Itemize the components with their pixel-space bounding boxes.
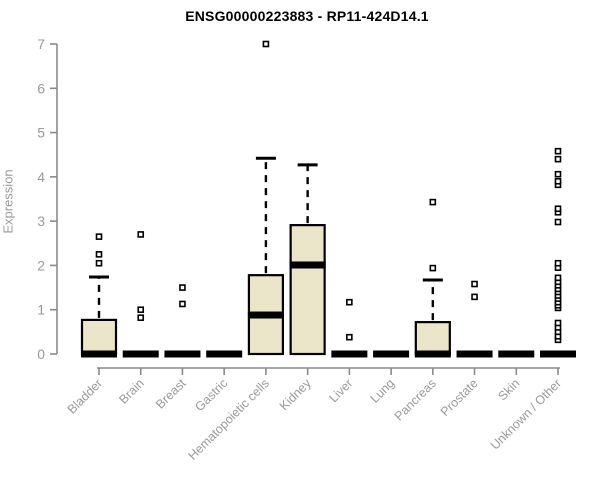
outlier-point bbox=[137, 231, 145, 238]
y-tick-label: 2 bbox=[37, 257, 45, 273]
median-line bbox=[81, 350, 117, 358]
box bbox=[289, 224, 326, 356]
outlier-point bbox=[429, 264, 437, 272]
outlier-point bbox=[554, 177, 562, 185]
outlier-point bbox=[137, 306, 145, 314]
outlier-point bbox=[554, 170, 562, 178]
x-tick-label: Pancreas bbox=[392, 376, 439, 423]
y-tick-label: 1 bbox=[37, 302, 45, 318]
x-tick-label: Brain bbox=[116, 376, 147, 407]
median-line bbox=[456, 350, 493, 358]
outlier-point bbox=[429, 198, 437, 206]
outlier-point bbox=[346, 333, 353, 341]
y-tick-label: 4 bbox=[37, 169, 45, 185]
y-tick-label: 5 bbox=[37, 125, 45, 141]
median-line bbox=[247, 311, 284, 319]
median-line bbox=[498, 350, 535, 358]
outlier-point bbox=[346, 298, 353, 306]
median-line bbox=[122, 350, 159, 358]
x-tick-label: Hematopoietic cells bbox=[185, 376, 272, 463]
outlier-point bbox=[554, 218, 562, 226]
outlier-point bbox=[554, 155, 562, 163]
outlier-point bbox=[179, 300, 186, 308]
median-line bbox=[414, 350, 451, 358]
outlier-point bbox=[554, 274, 562, 282]
y-axis-label: Expression bbox=[0, 169, 16, 234]
outlier-point bbox=[95, 259, 103, 267]
outlier-point bbox=[95, 251, 103, 258]
x-tick-label: Lung bbox=[368, 376, 398, 406]
median-line bbox=[164, 350, 201, 358]
outlier-point bbox=[471, 293, 478, 301]
y-tick-label: 6 bbox=[37, 80, 45, 96]
y-tick-label: 7 bbox=[37, 36, 45, 52]
chart-title: ENSG00000223883 - RP11-424D14.1 bbox=[185, 8, 429, 24]
x-tick-label: Liver bbox=[326, 376, 355, 405]
median-line bbox=[289, 261, 326, 269]
x-tick-label: Breast bbox=[153, 376, 189, 412]
outlier-point bbox=[554, 319, 562, 327]
outlier-point bbox=[262, 40, 270, 48]
x-tick-label: Skin bbox=[495, 376, 522, 403]
outlier-point bbox=[471, 280, 478, 288]
y-tick-label: 3 bbox=[37, 213, 45, 229]
outlier-point bbox=[179, 284, 186, 291]
x-tick-label: Kidney bbox=[277, 376, 314, 413]
x-tick-label: Gastric bbox=[192, 376, 230, 414]
box bbox=[80, 318, 118, 356]
x-tick-label: Prostate bbox=[438, 376, 481, 419]
median-line bbox=[540, 350, 576, 358]
median-line bbox=[331, 350, 368, 358]
median-line bbox=[206, 350, 243, 358]
box bbox=[414, 321, 451, 356]
median-line bbox=[373, 350, 410, 358]
outlier-point bbox=[554, 259, 562, 267]
x-tick-label: Bladder bbox=[65, 376, 105, 416]
outlier-point bbox=[554, 147, 562, 155]
x-tick-label: Unknown / Other bbox=[488, 376, 564, 452]
y-tick-label: 0 bbox=[37, 346, 45, 362]
outlier-point bbox=[137, 314, 145, 321]
outlier-point bbox=[95, 233, 103, 240]
outlier-point bbox=[554, 205, 562, 213]
